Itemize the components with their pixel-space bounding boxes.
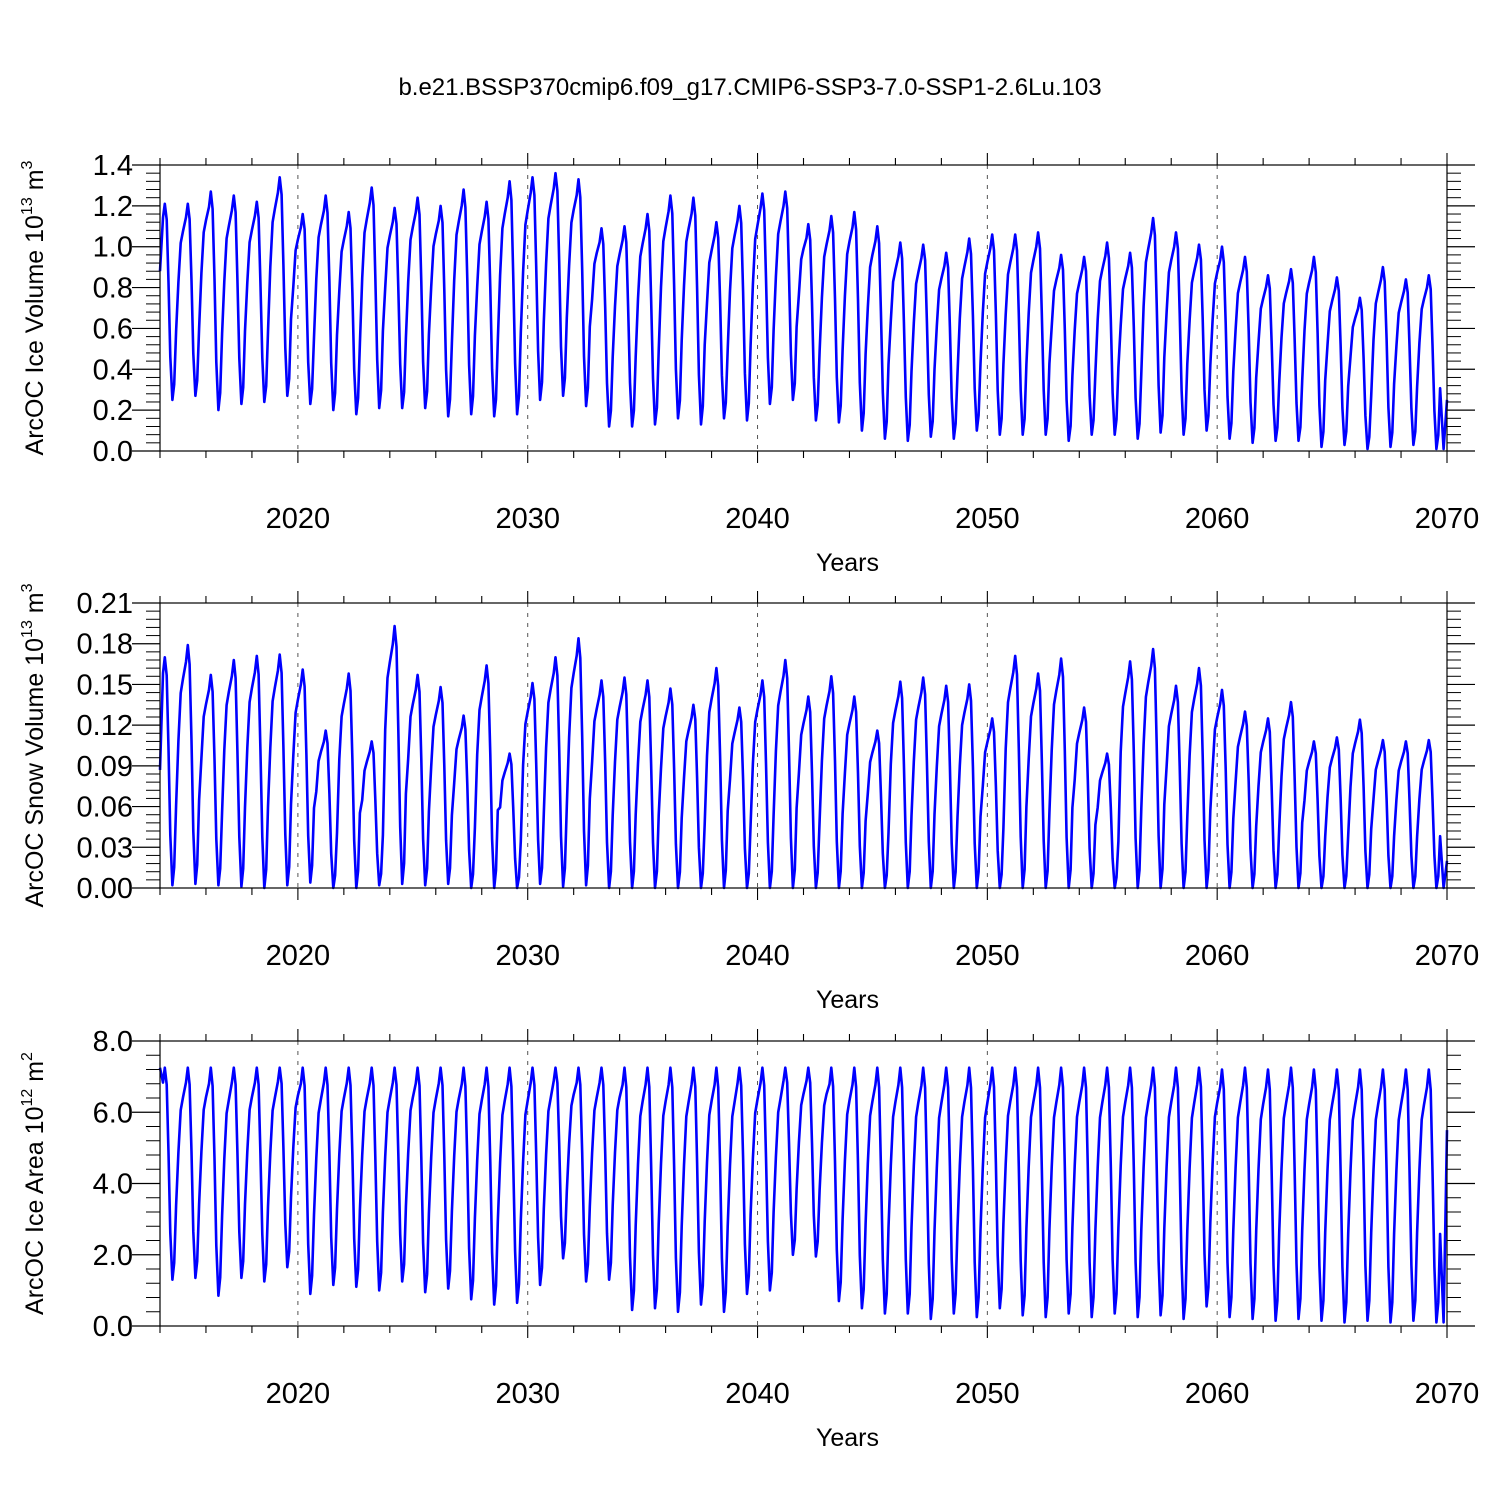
ice-area-series-line [158, 1066, 1449, 1324]
ice-volume-panel: 0.0 0.2 0.4 0.6 0.8 1.0 1.2 1.4 2020 2030 2040 2050… [19, 150, 1479, 577]
y-tick-label: 0.18 [77, 629, 133, 661]
x-tick-label: 2020 [266, 940, 331, 972]
y-tick-label: 0.12 [77, 710, 133, 742]
y-tick-label: 0.0 [93, 1311, 133, 1343]
y-axis-label: ArcOC Snow Volume 1013 m3 [19, 583, 49, 907]
y-tick-label: 0.00 [77, 873, 133, 905]
y-tick-label: 1.4 [93, 150, 133, 182]
y-tick-label: 6.0 [93, 1097, 133, 1129]
y-tick-label: 0.8 [93, 273, 133, 305]
x-axis-label: Years [816, 1424, 879, 1452]
x-tick-label: 2040 [725, 940, 790, 972]
y-tick-label: 0.15 [77, 669, 133, 701]
snow-volume-series-line [158, 624, 1449, 890]
x-tick-label: 2030 [495, 1378, 560, 1410]
x-axis-label: Years [816, 986, 879, 1014]
y-tick-label: 8.0 [93, 1026, 133, 1058]
x-tick-label: 2070 [1415, 940, 1480, 972]
y-tick-label: 0.06 [77, 792, 133, 824]
x-tick-label: 2070 [1415, 1378, 1480, 1410]
x-tick-label: 2060 [1185, 503, 1250, 535]
y-tick-label: 1.0 [93, 232, 133, 264]
y-tick-label: 0.21 [77, 588, 133, 620]
x-tick-label: 2050 [955, 1378, 1020, 1410]
y-tick-label: 0.6 [93, 313, 133, 345]
x-tick-label: 2070 [1415, 503, 1480, 535]
figure-title: b.e21.BSSP370cmip6.f09_g17.CMIP6-SSP3-7.… [398, 74, 1101, 101]
y-tick-label: 4.0 [93, 1169, 133, 1201]
y-tick-label: 0.09 [77, 751, 133, 783]
y-tick-label: 0.03 [77, 832, 133, 864]
x-axis-label: Years [816, 549, 879, 577]
y-axis-label: ArcOC Ice Volume 1013 m3 [19, 160, 49, 455]
y-tick-label: 0.0 [93, 436, 133, 468]
y-tick-label: 0.4 [93, 354, 133, 386]
snow-volume-panel: 0.00 0.03 0.06 0.09 0.12 0.15 0.18 0.21 2020 2030… [19, 583, 1479, 1014]
x-tick-label: 2050 [955, 503, 1020, 535]
y-axis-label: ArcOC Ice Area 1012 m2 [19, 1052, 49, 1315]
x-tick-label: 2060 [1185, 940, 1250, 972]
x-tick-label: 2030 [495, 503, 560, 535]
x-tick-label: 2030 [495, 940, 560, 972]
y-tick-label: 1.2 [93, 191, 133, 223]
y-tick-label: 0.2 [93, 395, 133, 427]
x-tick-label: 2040 [725, 503, 790, 535]
y-tick-label: 2.0 [93, 1240, 133, 1272]
ice-volume-series-line [158, 171, 1449, 451]
x-tick-label: 2050 [955, 940, 1020, 972]
x-tick-label: 2040 [725, 1378, 790, 1410]
x-tick-label: 2060 [1185, 1378, 1250, 1410]
x-tick-label: 2020 [266, 1378, 331, 1410]
ice-area-panel: 0.0 2.0 4.0 6.0 8.0 2020 2030 2040 2050 2060 2070 Y… [19, 1026, 1479, 1452]
x-tick-label: 2020 [266, 503, 331, 535]
